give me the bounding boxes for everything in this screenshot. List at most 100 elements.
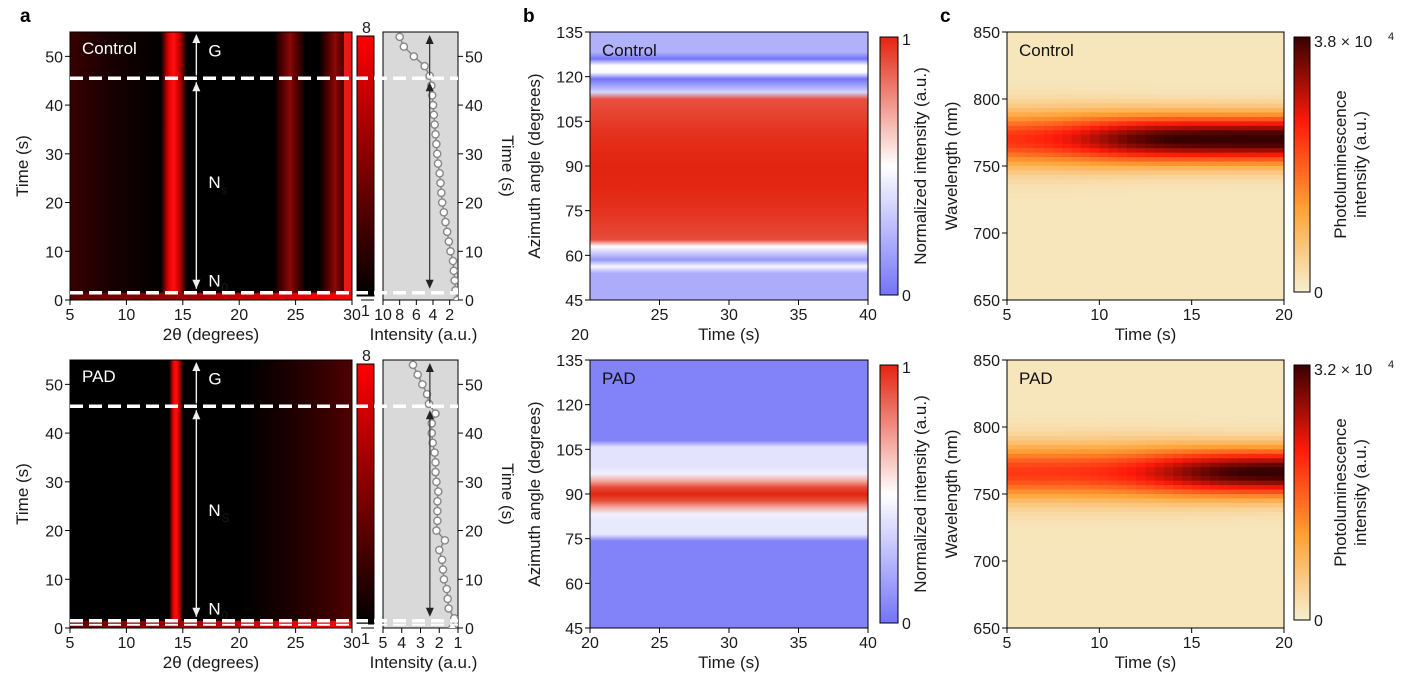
heatmap-cell	[1210, 480, 1220, 486]
heatmap-cell	[1108, 81, 1119, 87]
heatmap-cell	[1256, 516, 1267, 522]
heatmap-cell	[1007, 498, 1017, 504]
heatmap-cell	[1099, 556, 1110, 562]
heatmap-cell	[1200, 157, 1211, 163]
heatmap-cell	[1016, 255, 1027, 261]
heatmap-cell	[1274, 72, 1284, 78]
diffraction-peak-band	[273, 32, 306, 300]
x-tick-label: 35	[790, 635, 808, 652]
heatmap-cell	[1099, 67, 1110, 73]
heatmap-cell	[1127, 295, 1137, 300]
heatmap-cell	[1080, 112, 1091, 118]
heatmap-cell	[1228, 453, 1239, 459]
heatmap-cell	[1228, 462, 1239, 468]
heatmap-cell	[1247, 565, 1257, 571]
heatmap-cell	[1191, 619, 1202, 625]
heatmap-cell	[1016, 291, 1027, 297]
heatmap-cell	[1247, 471, 1257, 477]
heatmap-cell	[1219, 511, 1230, 517]
heatmap-cell	[1210, 210, 1220, 216]
heatmap-cell	[1025, 161, 1036, 167]
heatmap-cell	[1173, 395, 1184, 401]
y-tick-label: 0	[54, 621, 63, 638]
heatmap-cell	[1016, 63, 1027, 69]
heatmap-cell	[1219, 409, 1230, 415]
heatmap-cell	[1182, 45, 1193, 51]
heatmap-cell	[1090, 246, 1100, 252]
heatmap-cell	[1210, 382, 1220, 388]
heatmap-cell	[1053, 507, 1063, 513]
heatmap-cell	[1210, 40, 1220, 46]
stage-label-ns: N	[208, 173, 220, 192]
heatmap-cell	[1200, 373, 1211, 379]
heatmap-cell	[1219, 440, 1230, 446]
heatmap-cell	[1200, 273, 1211, 279]
x-tick-label: 10	[118, 635, 136, 652]
y-tick-label: 90	[565, 159, 583, 176]
heatmap-cell	[1108, 614, 1119, 620]
heatmap-cell	[1034, 166, 1045, 172]
heatmap-cell	[1043, 444, 1054, 450]
heatmap-cell	[1108, 587, 1119, 593]
x-tick-label: 25	[287, 635, 305, 652]
heatmap-cell	[1071, 561, 1082, 567]
heatmap-cell	[1210, 90, 1220, 96]
heatmap-cell	[1154, 246, 1165, 252]
heatmap-cell	[1025, 32, 1036, 38]
heatmap-cell	[1191, 121, 1202, 127]
heatmap-cell	[1080, 489, 1091, 495]
heatmap-cell	[1090, 614, 1100, 620]
heatmap-cell	[1090, 170, 1100, 176]
heatmap-cell	[1016, 587, 1027, 593]
heatmap-cell	[1210, 291, 1220, 297]
heatmap-cell	[1265, 453, 1276, 459]
heatmap-cell	[1053, 364, 1063, 370]
heatmap-cell	[1154, 422, 1165, 428]
heatmap-cell	[1265, 291, 1276, 297]
heatmap-cell	[1007, 259, 1017, 265]
heatmap-cell	[1007, 543, 1017, 549]
heatmap-cell	[1016, 197, 1027, 203]
heatmap-cell	[1191, 161, 1202, 167]
heatmap-cell	[1127, 498, 1137, 504]
heatmap-cell	[1034, 592, 1045, 598]
heatmap-cell	[1025, 569, 1036, 575]
heatmap-cell	[1237, 192, 1248, 198]
heatmap-cell	[1145, 400, 1156, 406]
heatmap-cell	[1163, 103, 1174, 109]
heatmap-cell	[1108, 431, 1119, 437]
heatmap-cell	[1053, 206, 1063, 212]
heatmap-cell	[1053, 556, 1063, 562]
heatmap-cell	[1025, 543, 1036, 549]
heatmap-cell	[1182, 605, 1193, 611]
heatmap-cell	[1127, 107, 1137, 113]
heatmap-cell	[1191, 400, 1202, 406]
heatmap-cell	[1071, 569, 1082, 575]
heatmap-cell	[1099, 471, 1110, 477]
panel-label-c: c	[940, 6, 951, 27]
heatmap-cell	[1007, 286, 1017, 292]
heatmap-cell	[1274, 237, 1284, 243]
heatmap-cell	[1256, 224, 1267, 230]
heatmap-cell	[1007, 179, 1017, 185]
heatmap-cell	[1080, 592, 1091, 598]
heatmap-cell	[1016, 614, 1027, 620]
heatmap-cell	[1163, 170, 1174, 176]
heatmap-cell	[1108, 166, 1119, 172]
heatmap-cell	[1154, 619, 1165, 625]
heatmap-cell	[1127, 286, 1137, 292]
heatmap-cell	[1136, 596, 1147, 602]
heatmap-cell	[1247, 364, 1257, 370]
heatmap-cell	[1099, 583, 1110, 589]
heatmap-cell	[1173, 368, 1184, 374]
heatmap-cell	[1210, 201, 1220, 207]
heatmap-cell	[1043, 520, 1054, 526]
heatmap-cell	[1062, 90, 1073, 96]
heatmap-cell	[1219, 130, 1230, 136]
heatmap-cell	[1247, 583, 1257, 589]
heatmap-cell	[1237, 58, 1248, 64]
heatmap-cell	[1210, 619, 1220, 625]
heatmap-cell	[1136, 444, 1147, 450]
heatmap-cell	[1043, 139, 1054, 145]
heatmap-cell	[1136, 45, 1147, 51]
